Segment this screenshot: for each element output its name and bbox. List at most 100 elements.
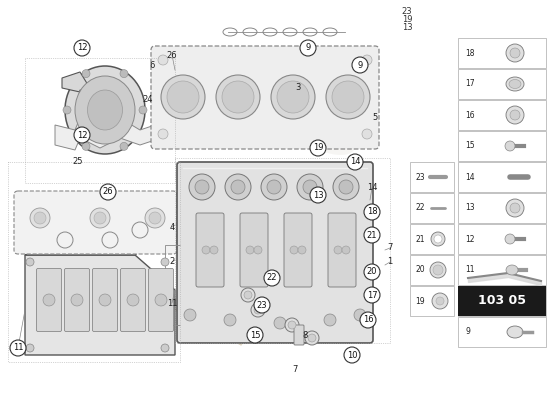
Circle shape	[308, 334, 316, 342]
Circle shape	[431, 232, 445, 246]
Circle shape	[364, 204, 380, 220]
Circle shape	[82, 70, 90, 78]
Text: 17: 17	[465, 80, 475, 88]
Circle shape	[254, 246, 262, 254]
Circle shape	[145, 208, 165, 228]
Circle shape	[332, 81, 364, 113]
Circle shape	[274, 317, 286, 329]
Circle shape	[254, 306, 262, 314]
Circle shape	[99, 294, 111, 306]
FancyBboxPatch shape	[148, 268, 173, 332]
Circle shape	[505, 234, 515, 244]
FancyBboxPatch shape	[14, 191, 177, 254]
Circle shape	[432, 293, 448, 309]
Ellipse shape	[75, 76, 135, 144]
Circle shape	[285, 318, 299, 332]
FancyBboxPatch shape	[151, 46, 379, 149]
Text: a passion for: a passion for	[118, 268, 252, 352]
FancyBboxPatch shape	[294, 325, 304, 345]
FancyBboxPatch shape	[36, 268, 62, 332]
Circle shape	[324, 314, 336, 326]
Circle shape	[74, 40, 90, 56]
Circle shape	[510, 203, 520, 213]
Text: 23: 23	[402, 8, 412, 16]
Circle shape	[362, 55, 372, 65]
Circle shape	[120, 142, 128, 150]
Ellipse shape	[506, 77, 524, 91]
Ellipse shape	[506, 265, 518, 275]
Circle shape	[303, 180, 317, 194]
Polygon shape	[62, 72, 88, 92]
Text: 17: 17	[367, 290, 377, 300]
Text: 3: 3	[295, 84, 301, 92]
Text: 18: 18	[465, 48, 475, 58]
Circle shape	[139, 106, 147, 114]
Circle shape	[158, 55, 168, 65]
FancyBboxPatch shape	[240, 213, 268, 287]
Text: 12: 12	[465, 234, 475, 244]
Circle shape	[161, 344, 169, 352]
Text: 21: 21	[367, 230, 377, 240]
Text: 13: 13	[402, 24, 412, 32]
Circle shape	[506, 106, 524, 124]
Circle shape	[326, 75, 370, 119]
Circle shape	[261, 174, 287, 200]
Circle shape	[155, 294, 167, 306]
Text: 9: 9	[305, 44, 311, 52]
Circle shape	[506, 199, 524, 217]
Circle shape	[352, 57, 368, 73]
Circle shape	[246, 246, 254, 254]
Circle shape	[100, 184, 116, 200]
Circle shape	[300, 40, 316, 56]
Text: 12: 12	[77, 130, 87, 140]
Text: 7: 7	[292, 366, 298, 374]
Circle shape	[271, 75, 315, 119]
Circle shape	[264, 270, 280, 286]
Text: 16: 16	[465, 110, 475, 120]
Circle shape	[90, 208, 110, 228]
Circle shape	[43, 294, 55, 306]
FancyBboxPatch shape	[410, 224, 454, 254]
Text: 11: 11	[465, 266, 475, 274]
FancyBboxPatch shape	[458, 131, 546, 161]
Text: 6: 6	[149, 62, 155, 70]
Circle shape	[288, 321, 296, 329]
Circle shape	[158, 129, 168, 139]
Circle shape	[298, 246, 306, 254]
Circle shape	[510, 48, 520, 58]
Circle shape	[149, 212, 161, 224]
Circle shape	[210, 246, 218, 254]
Circle shape	[195, 180, 209, 194]
Circle shape	[364, 264, 380, 280]
Circle shape	[506, 297, 514, 305]
Text: 26: 26	[103, 188, 113, 196]
Circle shape	[277, 81, 309, 113]
Text: 14: 14	[350, 158, 360, 166]
Circle shape	[26, 258, 34, 266]
FancyBboxPatch shape	[196, 213, 224, 287]
Text: 8: 8	[302, 330, 307, 340]
FancyBboxPatch shape	[458, 38, 546, 68]
Ellipse shape	[507, 326, 523, 338]
Circle shape	[120, 70, 128, 78]
Circle shape	[251, 303, 265, 317]
Polygon shape	[78, 90, 108, 110]
Circle shape	[34, 212, 46, 224]
Text: 19: 19	[402, 16, 412, 24]
FancyBboxPatch shape	[458, 69, 546, 99]
Text: 10: 10	[465, 296, 475, 306]
Circle shape	[347, 154, 363, 170]
Text: 18: 18	[367, 208, 377, 216]
FancyBboxPatch shape	[458, 193, 546, 223]
Circle shape	[82, 142, 90, 150]
Text: 22: 22	[415, 204, 425, 212]
Circle shape	[224, 314, 236, 326]
FancyBboxPatch shape	[328, 213, 356, 287]
Text: 4: 4	[169, 222, 175, 232]
Circle shape	[436, 297, 444, 305]
Circle shape	[310, 140, 326, 156]
Circle shape	[189, 174, 215, 200]
Polygon shape	[25, 220, 175, 255]
Circle shape	[362, 129, 372, 139]
Circle shape	[364, 287, 380, 303]
